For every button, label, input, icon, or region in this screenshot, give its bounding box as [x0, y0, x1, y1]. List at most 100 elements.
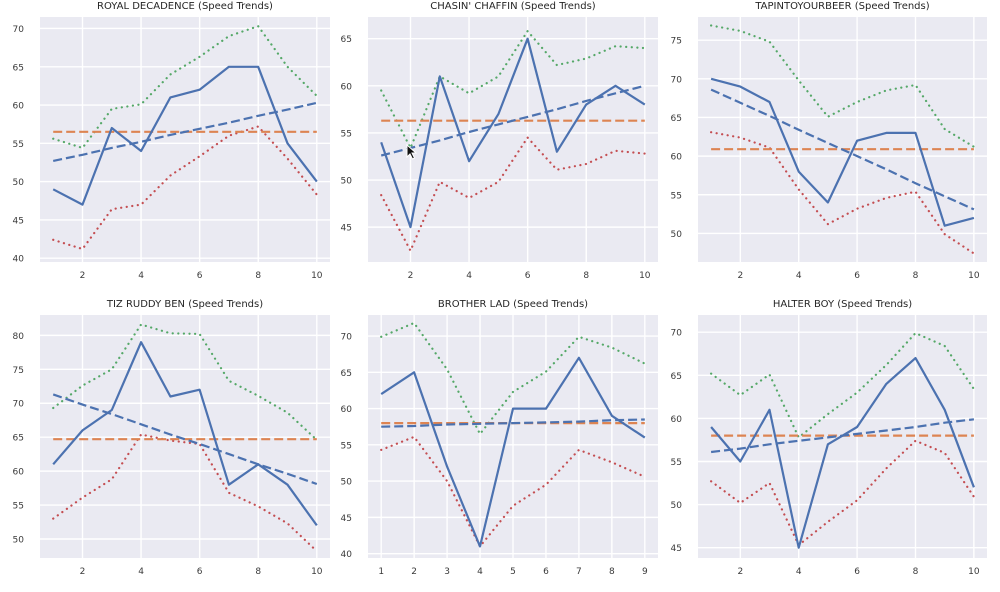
subplot-title: BROTHER LAD (Speed Trends): [438, 299, 588, 310]
y-tick-label: 50: [13, 535, 25, 545]
y-tick-label: 75: [671, 37, 682, 47]
x-tick-label: 8: [913, 567, 919, 577]
subplot-title: HALTER BOY (Speed Trends): [773, 299, 912, 310]
x-tick-label: 10: [968, 567, 980, 577]
x-tick-label: 10: [311, 567, 323, 577]
series-line-speed: [710, 357, 975, 549]
y-tick-label: 65: [341, 369, 352, 379]
series-line-upper: [52, 25, 318, 149]
series-line-trend: [380, 84, 646, 157]
x-tick-label: 4: [138, 271, 144, 281]
y-tick-label: 65: [341, 35, 352, 45]
series-line-trend: [52, 101, 318, 162]
x-tick-label: 2: [80, 567, 86, 577]
series-line-upper: [709, 24, 976, 148]
series-line-trend: [381, 418, 645, 428]
x-tick-label: 2: [408, 271, 414, 281]
x-tick-label: 2: [411, 567, 417, 577]
y-tick-label: 55: [13, 502, 24, 512]
y-tick-label: 40: [13, 255, 25, 265]
y-tick-label: 55: [341, 441, 352, 451]
series-line-speed: [380, 37, 646, 229]
x-tick-label: 8: [255, 567, 261, 577]
x-tick-label: 8: [913, 271, 919, 281]
subplot-3: 2 4 6 8 10 50 55 60 65 70 75 TAPINTOYOURBEER (Speed…: [671, 1, 987, 281]
y-tick-label: 60: [341, 82, 353, 92]
subplot-4: 2 4 6 8 10 50 55 60 65 70 75 80 TIZ RUDDY BEN (Speed…: [13, 299, 330, 577]
y-tick-label: 70: [671, 329, 683, 339]
x-tick-label: 8: [583, 271, 589, 281]
y-tick-label: 75: [13, 366, 24, 376]
series-line-speed: [380, 356, 646, 548]
y-tick-label: 60: [341, 405, 353, 415]
series-line-upper: [709, 332, 976, 439]
y-tick-label: 80: [13, 332, 25, 342]
subplot-title: ROYAL DECADENCE (Speed Trends): [97, 1, 273, 12]
y-tick-label: 65: [671, 114, 682, 124]
series-line-lower: [52, 433, 318, 553]
y-tick-label: 55: [341, 129, 352, 139]
plot-background: [368, 17, 658, 262]
y-tick-label: 50: [341, 478, 353, 488]
y-tick-label: 45: [341, 224, 352, 234]
series-line-upper: [52, 323, 318, 441]
y-tick-label: 65: [671, 372, 682, 382]
x-tick-label: 9: [642, 567, 648, 577]
x-tick-label: 6: [197, 271, 203, 281]
x-tick-label: 6: [525, 271, 531, 281]
series-line-lower: [52, 125, 318, 251]
subplot-title: TIZ RUDDY BEN (Speed Trends): [106, 299, 263, 310]
x-tick-label: 6: [543, 567, 549, 577]
series-line-speed: [52, 341, 318, 527]
x-tick-label: 3: [444, 567, 450, 577]
series-line-trend: [52, 393, 318, 486]
y-tick-label: 40: [341, 550, 353, 560]
x-tick-label: 10: [311, 271, 323, 281]
y-tick-label: 60: [671, 153, 683, 163]
subplot-1: 2 4 6 8 10 40 45 50 55 60 65 70 ROYAL DECADENCE (Spe…: [13, 1, 330, 281]
x-tick-label: 4: [796, 271, 802, 281]
x-tick-label: 2: [80, 271, 86, 281]
y-tick-label: 65: [13, 63, 24, 73]
subplot-2: 2 4 6 8 10 45 50 55 60 65 CHASIN' CHAFFIN (Speed T…: [341, 1, 658, 281]
plot-background: [698, 17, 987, 262]
series-line-trend: [710, 88, 975, 211]
series-line-speed: [52, 65, 318, 206]
y-tick-label: 50: [341, 177, 353, 187]
y-tick-label: 50: [13, 178, 25, 188]
y-tick-label: 60: [13, 468, 25, 478]
series-line-lower: [709, 131, 976, 255]
y-tick-label: 70: [671, 75, 683, 85]
y-tick-label: 70: [13, 25, 25, 35]
x-tick-label: 10: [968, 271, 980, 281]
x-tick-label: 10: [639, 271, 651, 281]
x-tick-label: 4: [796, 567, 802, 577]
x-tick-label: 6: [854, 567, 860, 577]
x-tick-label: 8: [255, 271, 261, 281]
x-tick-label: 1: [378, 567, 384, 577]
x-tick-label: 7: [576, 567, 582, 577]
y-tick-label: 55: [671, 458, 682, 468]
subplot-title: TAPINTOYOURBEER (Speed Trends): [754, 1, 929, 12]
x-tick-label: 2: [737, 567, 743, 577]
y-tick-label: 50: [671, 501, 683, 511]
series-line-lower: [380, 136, 646, 252]
y-tick-label: 45: [671, 544, 682, 554]
y-tick-label: 55: [671, 191, 682, 201]
x-tick-label: 8: [609, 567, 615, 577]
x-tick-label: 6: [854, 271, 860, 281]
y-tick-label: 55: [13, 140, 24, 150]
y-tick-label: 45: [341, 514, 352, 524]
x-tick-label: 4: [477, 567, 483, 577]
y-tick-label: 50: [671, 230, 683, 240]
x-tick-label: 4: [138, 567, 144, 577]
x-tick-label: 5: [510, 567, 516, 577]
x-tick-label: 4: [466, 271, 472, 281]
y-tick-label: 60: [671, 415, 683, 425]
series-line-speed: [710, 77, 975, 227]
x-tick-label: 2: [737, 271, 743, 281]
subplot-6: 2 4 6 8 10 45 50 55 60 65 70 HALTER BOY (Speed Tren…: [671, 299, 987, 577]
series-line-lower: [709, 439, 976, 547]
